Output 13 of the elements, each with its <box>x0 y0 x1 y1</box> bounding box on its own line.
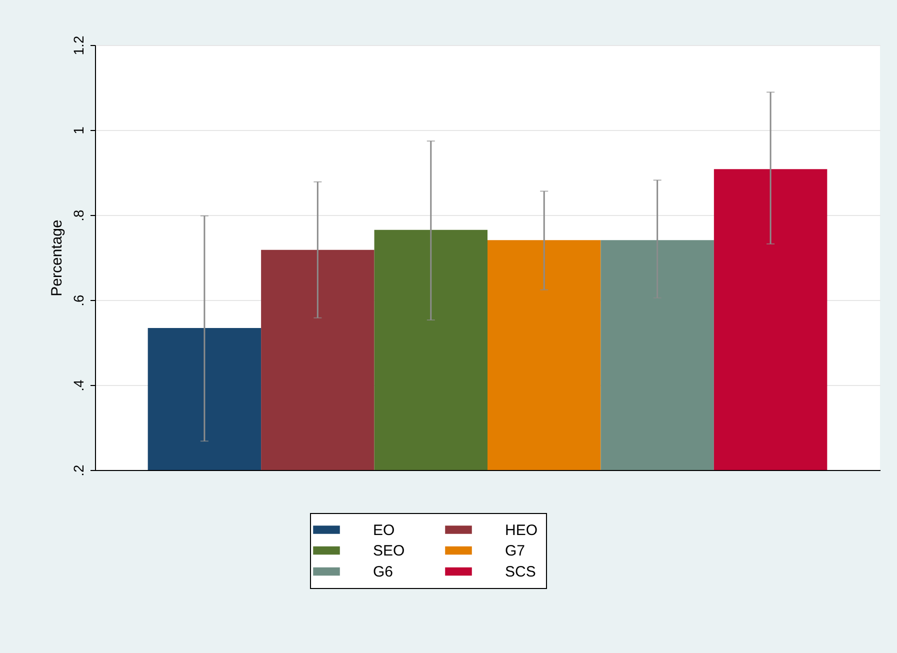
y-tick-label: .4 <box>70 379 86 392</box>
y-tick-label: 1 <box>70 126 86 134</box>
legend-label: G7 <box>505 542 526 560</box>
legend-label: SEO <box>373 542 405 560</box>
y-tick-label: .8 <box>70 209 86 222</box>
y-tick-label: .6 <box>70 294 86 306</box>
legend-label: HEO <box>505 522 538 539</box>
y-axis-title: Percentage <box>48 220 66 296</box>
legend-label: SCS <box>505 564 536 580</box>
legend-label: EO <box>373 522 395 539</box>
legend-label: G6 <box>373 564 394 580</box>
y-tick-label: .2 <box>70 464 86 476</box>
y-tick-label: 1.2 <box>70 36 86 56</box>
